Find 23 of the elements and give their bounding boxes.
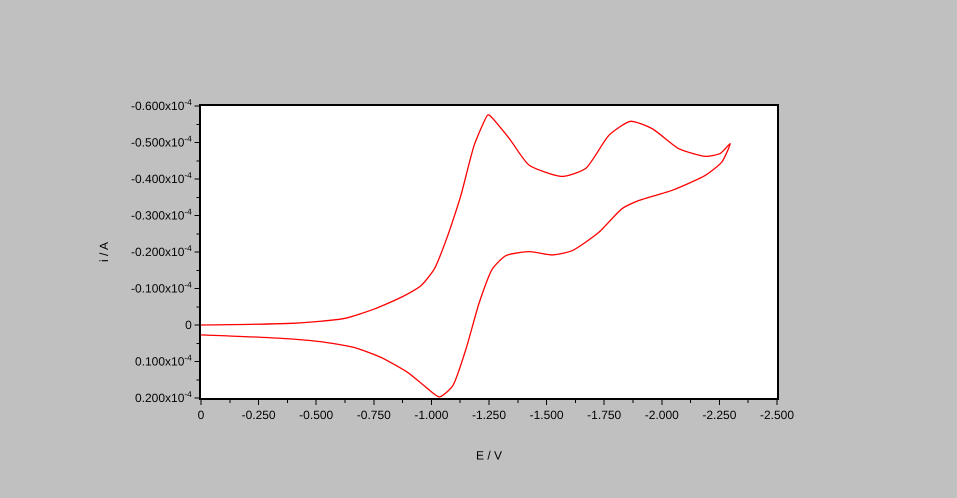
x-tick-label: -1.000 — [414, 408, 449, 422]
x-axis-title: E / V — [476, 448, 502, 463]
y-tick-label: 0.100x10$^{-4}$ — [135, 352, 192, 369]
y-tick-label: -0.400x10$^{-4}$ — [131, 170, 192, 186]
x-tick-label: -1.750 — [587, 408, 622, 422]
x-tick-label: -2.000 — [644, 408, 680, 422]
y-tick-label: -0.200x10$^{-4}$ — [131, 243, 192, 260]
x-tick-label: -2.500 — [760, 408, 794, 422]
line-series — [201, 114, 731, 398]
x-tick-label: -2.250 — [702, 408, 737, 422]
x-tick-label: -0.500 — [299, 408, 334, 422]
x-tick-label: -0.750 — [356, 408, 392, 422]
x-tick-label: -1.250 — [472, 408, 506, 422]
y-tick-label: -0.500x10$^{-4}$ — [131, 134, 192, 150]
y-tick-label: -0.100x10$^{-4}$ — [131, 280, 192, 296]
y-axis-title: i / A — [96, 242, 111, 262]
x-tick-label: 0 — [198, 408, 205, 422]
y-tick-label: 0 — [185, 318, 192, 332]
y-tick-label: 0.200x10$^{-4}$ — [135, 389, 192, 406]
x-tick-label: -0.250 — [242, 408, 276, 422]
y-tick-label: -0.300x10$^{-4}$ — [131, 206, 192, 223]
x-tick-label: -1.500 — [530, 408, 564, 422]
y-tick-label: -0.600x10$^{-4}$ — [131, 97, 192, 114]
